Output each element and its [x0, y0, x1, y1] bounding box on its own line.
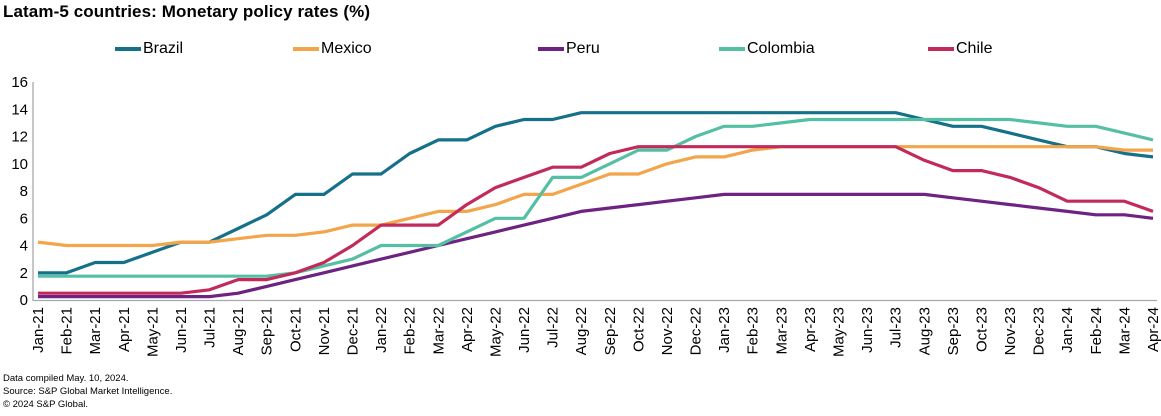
- series-line-mexico: [37, 145, 1153, 248]
- x-tick-label: Aug-22: [573, 307, 590, 355]
- x-tick-label: Sep-21: [259, 307, 276, 355]
- x-tick-label: Dec-21: [344, 307, 361, 355]
- footnote-compiled: Data compiled May. 10, 2024.: [3, 373, 129, 384]
- x-tick-label: Jun-23: [859, 307, 876, 353]
- x-tick-label: Apr-21: [116, 307, 133, 352]
- legend-item-peru: Peru: [538, 39, 600, 59]
- x-tick-label: Oct-21: [287, 307, 304, 352]
- x-tick-label: Mar-22: [430, 307, 447, 355]
- legend-label-colombia: Colombia: [747, 40, 815, 57]
- x-tick-label: Feb-24: [1088, 307, 1105, 355]
- legend-item-colombia: Colombia: [719, 39, 815, 59]
- legend-swatch-peru: [538, 47, 564, 51]
- y-tick-label: 16: [11, 74, 28, 91]
- y-tick-label: 2: [20, 265, 28, 282]
- x-tick-label: Jan-24: [1059, 307, 1076, 353]
- legend-swatch-brazil: [115, 47, 141, 51]
- y-tick-label: 8: [20, 183, 28, 200]
- y-tick-label: 10: [11, 156, 28, 173]
- x-tick-label: Feb-22: [402, 307, 419, 355]
- x-tick-label: Jun-22: [516, 307, 533, 353]
- legend-label-brazil: Brazil: [143, 40, 184, 57]
- x-tick-label: Aug-21: [230, 307, 247, 355]
- legend-swatch-colombia: [719, 47, 745, 51]
- x-tick-label: Dec-23: [1031, 307, 1048, 355]
- x-tick-label: Jun-21: [173, 307, 190, 353]
- x-tick-label: Jan-21: [30, 307, 47, 353]
- legend-swatch-chile: [928, 47, 954, 51]
- series-line-colombia: [38, 117, 1154, 278]
- x-tick-label: Feb-21: [59, 307, 76, 355]
- x-tick-label: Nov-21: [316, 307, 333, 355]
- x-tick-label: Apr-23: [802, 307, 819, 352]
- x-tick-label: Apr-24: [1145, 307, 1161, 352]
- x-tick-label: Jul-21: [202, 307, 219, 348]
- footnote-source: Source: S&P Global Market Intelligence.: [3, 386, 173, 397]
- x-tick-label: May-22: [487, 307, 504, 357]
- x-tick-label: Mar-21: [87, 307, 104, 355]
- x-tick-label: Dec-22: [688, 307, 705, 355]
- x-tick-label: Nov-22: [659, 307, 676, 355]
- x-tick-label: Jan-22: [373, 307, 390, 353]
- legend-label-mexico: Mexico: [321, 40, 372, 57]
- legend-label-peru: Peru: [566, 40, 600, 57]
- x-tick-label: Oct-22: [630, 307, 647, 352]
- x-tick-label: Jan-23: [716, 307, 733, 353]
- x-tick-label: Mar-23: [773, 307, 790, 355]
- series-line-peru: [38, 192, 1154, 299]
- x-tick-label: May-23: [831, 307, 848, 357]
- chart-title: Latam-5 countries: Monetary policy rates…: [3, 2, 371, 21]
- legend-label-chile: Chile: [956, 40, 993, 57]
- series-line-brazil: [38, 111, 1154, 275]
- x-tick-label: May-21: [144, 307, 161, 357]
- chart-footnotes: Data compiled May. 10, 2024. Source: S&P…: [3, 372, 172, 411]
- x-tick-label: Jul-22: [545, 307, 562, 348]
- chart-legend: Brazil Mexico Peru Colombia Chile: [0, 39, 1161, 61]
- x-tick-label: Apr-22: [459, 307, 476, 352]
- series-line-chile: [38, 145, 1154, 295]
- y-tick-label: 0: [20, 292, 28, 309]
- x-tick-label: Jul-23: [888, 307, 905, 348]
- legend-item-brazil: Brazil: [115, 39, 183, 59]
- y-tick-label: 12: [11, 129, 28, 146]
- x-tick-label: Oct-23: [973, 307, 990, 352]
- legend-item-chile: Chile: [928, 39, 992, 59]
- legend-item-mexico: Mexico: [293, 39, 372, 59]
- x-tick-label: Aug-23: [916, 307, 933, 355]
- x-tick-label: Mar-24: [1116, 307, 1133, 355]
- y-tick-label: 4: [20, 238, 28, 255]
- x-tick-label: Sep-23: [945, 307, 962, 355]
- footnote-copyright: © 2024 S&P Global.: [3, 399, 88, 410]
- y-tick-label: 6: [20, 210, 28, 227]
- y-tick-label: 14: [11, 101, 28, 118]
- legend-swatch-mexico: [293, 47, 319, 51]
- x-tick-label: Sep-22: [602, 307, 619, 355]
- x-tick-label: Feb-23: [745, 307, 762, 355]
- x-tick-label: Nov-23: [1002, 307, 1019, 355]
- chart-axes: [32, 82, 1157, 302]
